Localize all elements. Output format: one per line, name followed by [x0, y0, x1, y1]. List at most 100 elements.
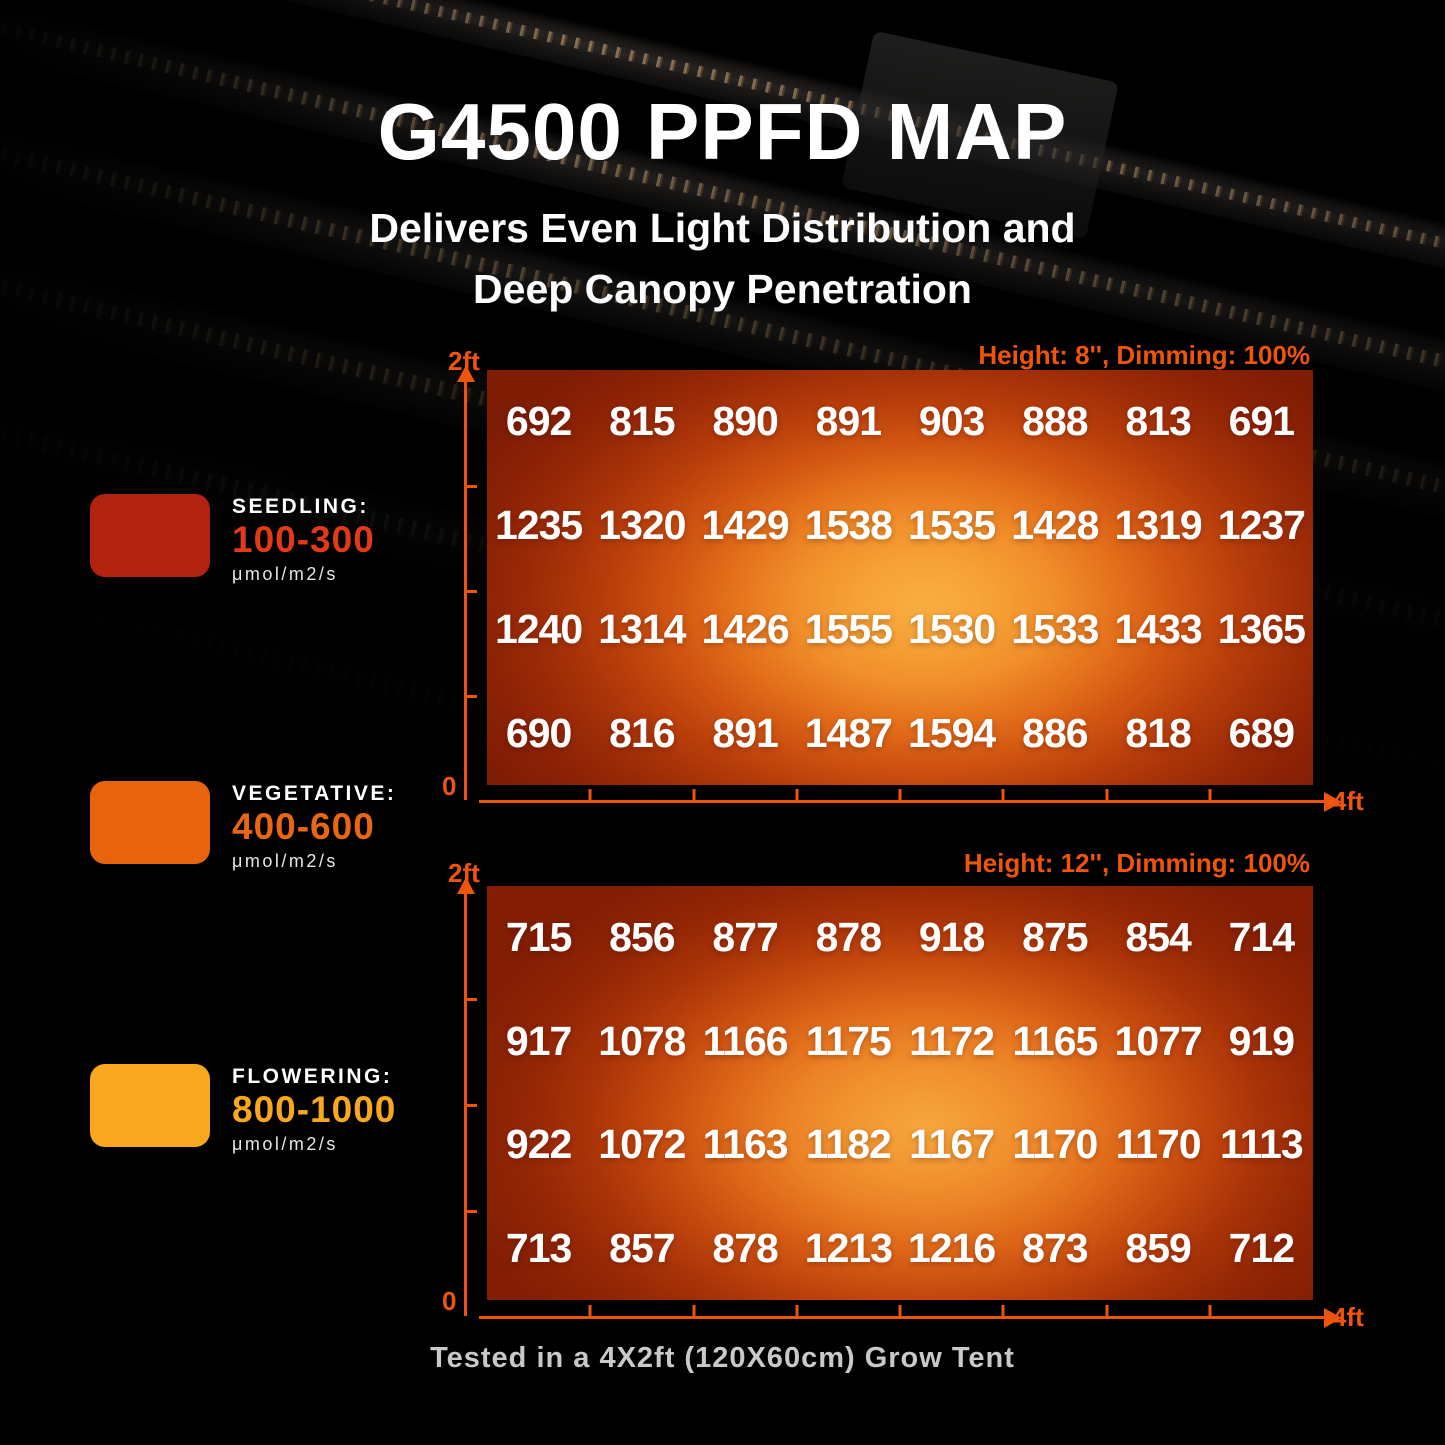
ppfd-value: 1170: [1012, 1121, 1098, 1168]
chart2-heatmap-plot: 715 856 877 878 918 875 854 714 917 1078 1166 1175 1…: [487, 886, 1313, 1300]
ppfd-value: 1487: [804, 709, 893, 756]
x-axis-ticks: [487, 789, 1313, 800]
ppfd-value: 692: [505, 398, 572, 445]
legend-range: 100-300: [232, 519, 375, 560]
legend-unit: μmol/m2/s: [232, 1133, 338, 1154]
axis-tick: [795, 1305, 799, 1316]
axis-tick: [467, 1210, 477, 1213]
ppfd-value: 689: [1228, 709, 1295, 756]
x-axis-arrow: [1324, 1307, 1342, 1328]
axis-tick: [692, 789, 695, 800]
axis-tick: [467, 998, 477, 1001]
ppfd-value: 891: [712, 709, 778, 756]
x-axis-ticks: [487, 1305, 1313, 1316]
legend-range: 400-600: [232, 806, 375, 847]
ppfd-value: 1113: [1220, 1121, 1304, 1168]
axis-tick: [588, 789, 592, 800]
ppfd-value: 818: [1125, 709, 1191, 756]
legend-text-seedling: SEEDLING: 100-300 μmol/m2/s: [232, 494, 375, 585]
legend-label: VEGETATIVE:: [232, 782, 397, 805]
ppfd-value: 713: [505, 1224, 572, 1271]
chart1-x-axis: [479, 789, 1342, 812]
ppfd-value: 891: [815, 398, 882, 445]
ppfd-value: 1072: [598, 1121, 686, 1168]
ppfd-value: 1365: [1217, 605, 1306, 652]
legend-swatch-vegetative: [90, 781, 210, 864]
ppfd-value: 918: [918, 914, 985, 961]
chart2-y-axis: [456, 877, 477, 1316]
chart1-condition-label: Height: 8'', Dimming: 100%: [978, 340, 1310, 370]
legend-range: 800-1000: [232, 1089, 397, 1130]
ppfd-value: 815: [609, 398, 675, 445]
ppfd-value: 1237: [1217, 502, 1306, 549]
axis-tick: [898, 1305, 902, 1316]
ppfd-value: 1426: [701, 605, 790, 652]
ppfd-value: 856: [609, 914, 675, 961]
ppfd-value: 1533: [1011, 605, 1099, 652]
ppfd-value: 1319: [1114, 502, 1203, 549]
ppfd-value: 1555: [804, 605, 893, 652]
axis-tick: [1208, 1305, 1212, 1316]
ppfd-value: 875: [1022, 914, 1088, 961]
page-subtitle: Delivers Even Light Distribution and Dee…: [0, 198, 1445, 319]
chart2-x-axis: [479, 1305, 1342, 1328]
ppfd-value: 1172: [909, 1017, 995, 1064]
ppfd-value: 917: [505, 1017, 572, 1064]
ppfd-value: 1594: [908, 709, 996, 756]
ppfd-value: 1077: [1114, 1017, 1203, 1064]
legend-swatch-seedling: [90, 494, 210, 577]
x-axis-arrow: [1324, 791, 1342, 812]
ppfd-value: 1314: [598, 605, 686, 652]
ppfd-value: 1320: [598, 502, 686, 549]
ppfd-value: 813: [1125, 398, 1191, 445]
ppfd-value: 1428: [1011, 502, 1099, 549]
ppfd-value: 890: [712, 398, 778, 445]
ppfd-value: 877: [712, 914, 778, 961]
ppfd-value: 1175: [805, 1017, 892, 1064]
ppfd-value: 878: [815, 914, 882, 961]
legend-unit: μmol/m2/s: [232, 850, 338, 871]
ppfd-value: 1530: [908, 605, 996, 652]
ppfd-value: 859: [1125, 1224, 1191, 1271]
ppfd-value: 1240: [495, 605, 583, 652]
ppfd-value: 888: [1022, 398, 1088, 445]
chart1-heatmap-plot: 692 815 890 891 903 888 813 691 1235 1320 1429 1538…: [487, 370, 1313, 785]
chart2-origin-label: 0: [442, 1286, 457, 1316]
ppfd-value: 712: [1228, 1224, 1295, 1271]
axis-tick: [1001, 789, 1005, 800]
y-axis-arrow: [456, 877, 475, 894]
ppfd-value: 857: [609, 1224, 675, 1271]
y-axis-arrow: [456, 365, 475, 382]
axis-tick: [467, 485, 477, 488]
legend-label: FLOWERING:: [232, 1065, 393, 1088]
ppfd-value: 1182: [805, 1121, 892, 1168]
axis-tick: [795, 789, 799, 800]
ppfd-value: 1167: [909, 1121, 995, 1168]
ppfd-value: 690: [505, 709, 572, 756]
ppfd-value: 1216: [908, 1224, 996, 1271]
legend-label: SEEDLING:: [232, 495, 369, 518]
axis-tick: [1208, 789, 1212, 800]
legend-item-seedling: SEEDLING: 100-300 μmol/m2/s: [90, 494, 450, 585]
legend-item-flowering: FLOWERING: 800-1000 μmol/m2/s: [90, 1064, 450, 1155]
axis-tick: [1105, 1305, 1108, 1316]
chart1-y-axis: [456, 365, 477, 800]
ppfd-value: 919: [1228, 1017, 1295, 1064]
ppfd-value: 715: [505, 914, 572, 961]
axis-tick: [1105, 789, 1108, 800]
chart1-x-axis-max-label: 4ft: [1332, 786, 1364, 816]
page-title: G4500 PPFD MAP: [377, 87, 1068, 176]
ppfd-value: 816: [609, 709, 675, 756]
chart1-origin-label: 0: [442, 771, 457, 801]
ppfd-value: 1165: [1012, 1017, 1098, 1064]
ppfd-value: 878: [712, 1224, 778, 1271]
ppfd-value: 873: [1022, 1224, 1088, 1271]
axis-tick: [1001, 1305, 1005, 1316]
ppfd-value: 1433: [1114, 605, 1203, 652]
ppfd-value: 1213: [804, 1224, 893, 1271]
axis-tick: [467, 695, 477, 698]
ppfd-value: 1538: [804, 502, 893, 549]
axis-tick: [588, 1305, 592, 1316]
ppfd-value: 691: [1228, 398, 1295, 445]
